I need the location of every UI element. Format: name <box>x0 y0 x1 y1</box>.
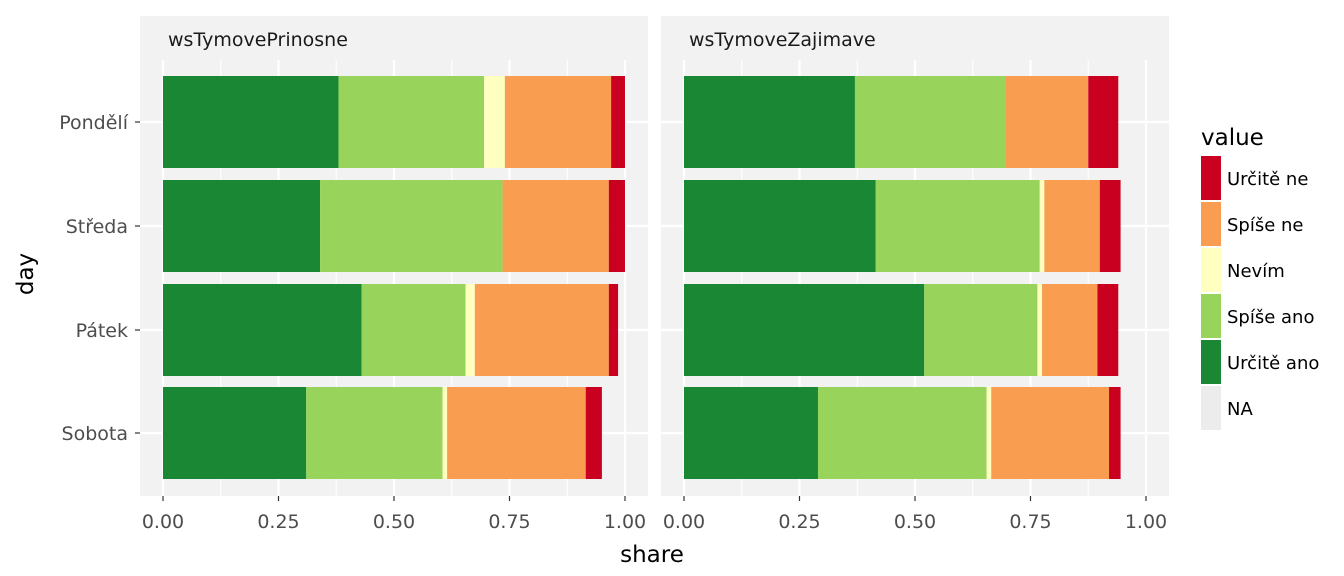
bar-segment <box>338 76 485 168</box>
legend-key <box>1201 248 1221 292</box>
bar-segment <box>502 180 609 272</box>
bar-segment <box>504 76 612 168</box>
bar-segment <box>306 387 443 479</box>
bar-segment <box>986 387 992 479</box>
bar-segment <box>854 76 1006 168</box>
bar-segment <box>585 387 602 479</box>
legend-label: Nevím <box>1227 261 1285 282</box>
panel-2: wsTymoveZajimave <box>661 16 1169 496</box>
x-tick-label: 0.75 <box>1009 511 1051 533</box>
bar-segment <box>684 76 855 168</box>
bar-segment <box>991 387 1110 479</box>
legend-label: NA <box>1227 399 1253 420</box>
facet-strip <box>140 16 648 60</box>
legend-label: Spíše ne <box>1227 215 1304 236</box>
legend-key <box>1201 386 1221 430</box>
bar-segment <box>1109 387 1121 479</box>
panel-1: wsTymovePrinosne <box>140 16 648 496</box>
x-tick-label: 0.25 <box>257 511 299 533</box>
bar-segment <box>163 284 362 376</box>
bar-segment <box>1099 180 1121 272</box>
x-tick-label: 0.50 <box>373 511 415 533</box>
legend-label: Určitě ano <box>1227 353 1319 374</box>
legend-key <box>1201 340 1221 384</box>
x-axis: 0.00 0.25 0.50 0.75 1.00 0.00 0.25 0.50 0.75 1.00 <box>142 496 1167 533</box>
bar-segment <box>1037 284 1043 376</box>
bar-segment <box>1005 76 1089 168</box>
x-tick-label: 0.00 <box>663 511 705 533</box>
y-axis: Pondělí Středa Pátek Sobota <box>59 112 140 445</box>
bar-segment <box>1039 180 1045 272</box>
bar-segment <box>924 284 1038 376</box>
legend-key <box>1201 294 1221 338</box>
bar-segment <box>684 180 876 272</box>
legend: value Určitě ne Spíše ne Nevím Spíše ano Urč… <box>1201 125 1319 430</box>
y-axis-title: day <box>13 253 39 295</box>
legend-key <box>1201 156 1221 200</box>
bar-segment <box>611 76 625 168</box>
x-tick-label: 0.25 <box>778 511 820 533</box>
facet-strip-label: wsTymoveZajimave <box>689 29 876 51</box>
x-tick-label: 0.00 <box>142 511 184 533</box>
bar-segment <box>474 284 609 376</box>
y-tick-label: Sobota <box>62 423 128 445</box>
legend-label: Určitě ne <box>1227 169 1308 190</box>
x-tick-label: 1.00 <box>604 511 646 533</box>
y-tick-label: Pátek <box>76 320 128 342</box>
x-tick-label: 0.75 <box>488 511 530 533</box>
bar-segment <box>608 180 625 272</box>
bar-segment <box>163 180 321 272</box>
bar-segment <box>1097 284 1119 376</box>
bar-segment <box>465 284 475 376</box>
x-tick-label: 1.00 <box>1125 511 1167 533</box>
bar-segment <box>875 180 1040 272</box>
y-tick-label: Středa <box>66 216 128 238</box>
bar-segment <box>447 387 586 479</box>
x-tick-label: 0.50 <box>894 511 936 533</box>
bar-segment <box>320 180 503 272</box>
x-axis-title: share <box>620 542 684 568</box>
y-tick-label: Pondělí <box>59 112 128 134</box>
bar-segment <box>684 284 925 376</box>
bar-segment <box>1044 180 1100 272</box>
bar-segment <box>684 387 818 479</box>
bar-segment <box>442 387 448 479</box>
bar-segment <box>1088 76 1119 168</box>
bar-segment <box>163 76 339 168</box>
legend-key <box>1201 202 1221 246</box>
chart-panels: wsTymovePrinosne wsTymoveZajimave <box>140 16 1169 496</box>
bar-segment <box>484 76 505 168</box>
legend-title: value <box>1201 125 1264 151</box>
bar-segment <box>361 284 466 376</box>
bar-segment <box>1042 284 1098 376</box>
bar-segment <box>608 284 619 376</box>
facet-strip <box>661 16 1169 60</box>
legend-label: Spíše ano <box>1227 307 1314 328</box>
facet-strip-label: wsTymovePrinosne <box>168 29 348 51</box>
bar-segment <box>817 387 987 479</box>
bar-segment <box>163 387 307 479</box>
